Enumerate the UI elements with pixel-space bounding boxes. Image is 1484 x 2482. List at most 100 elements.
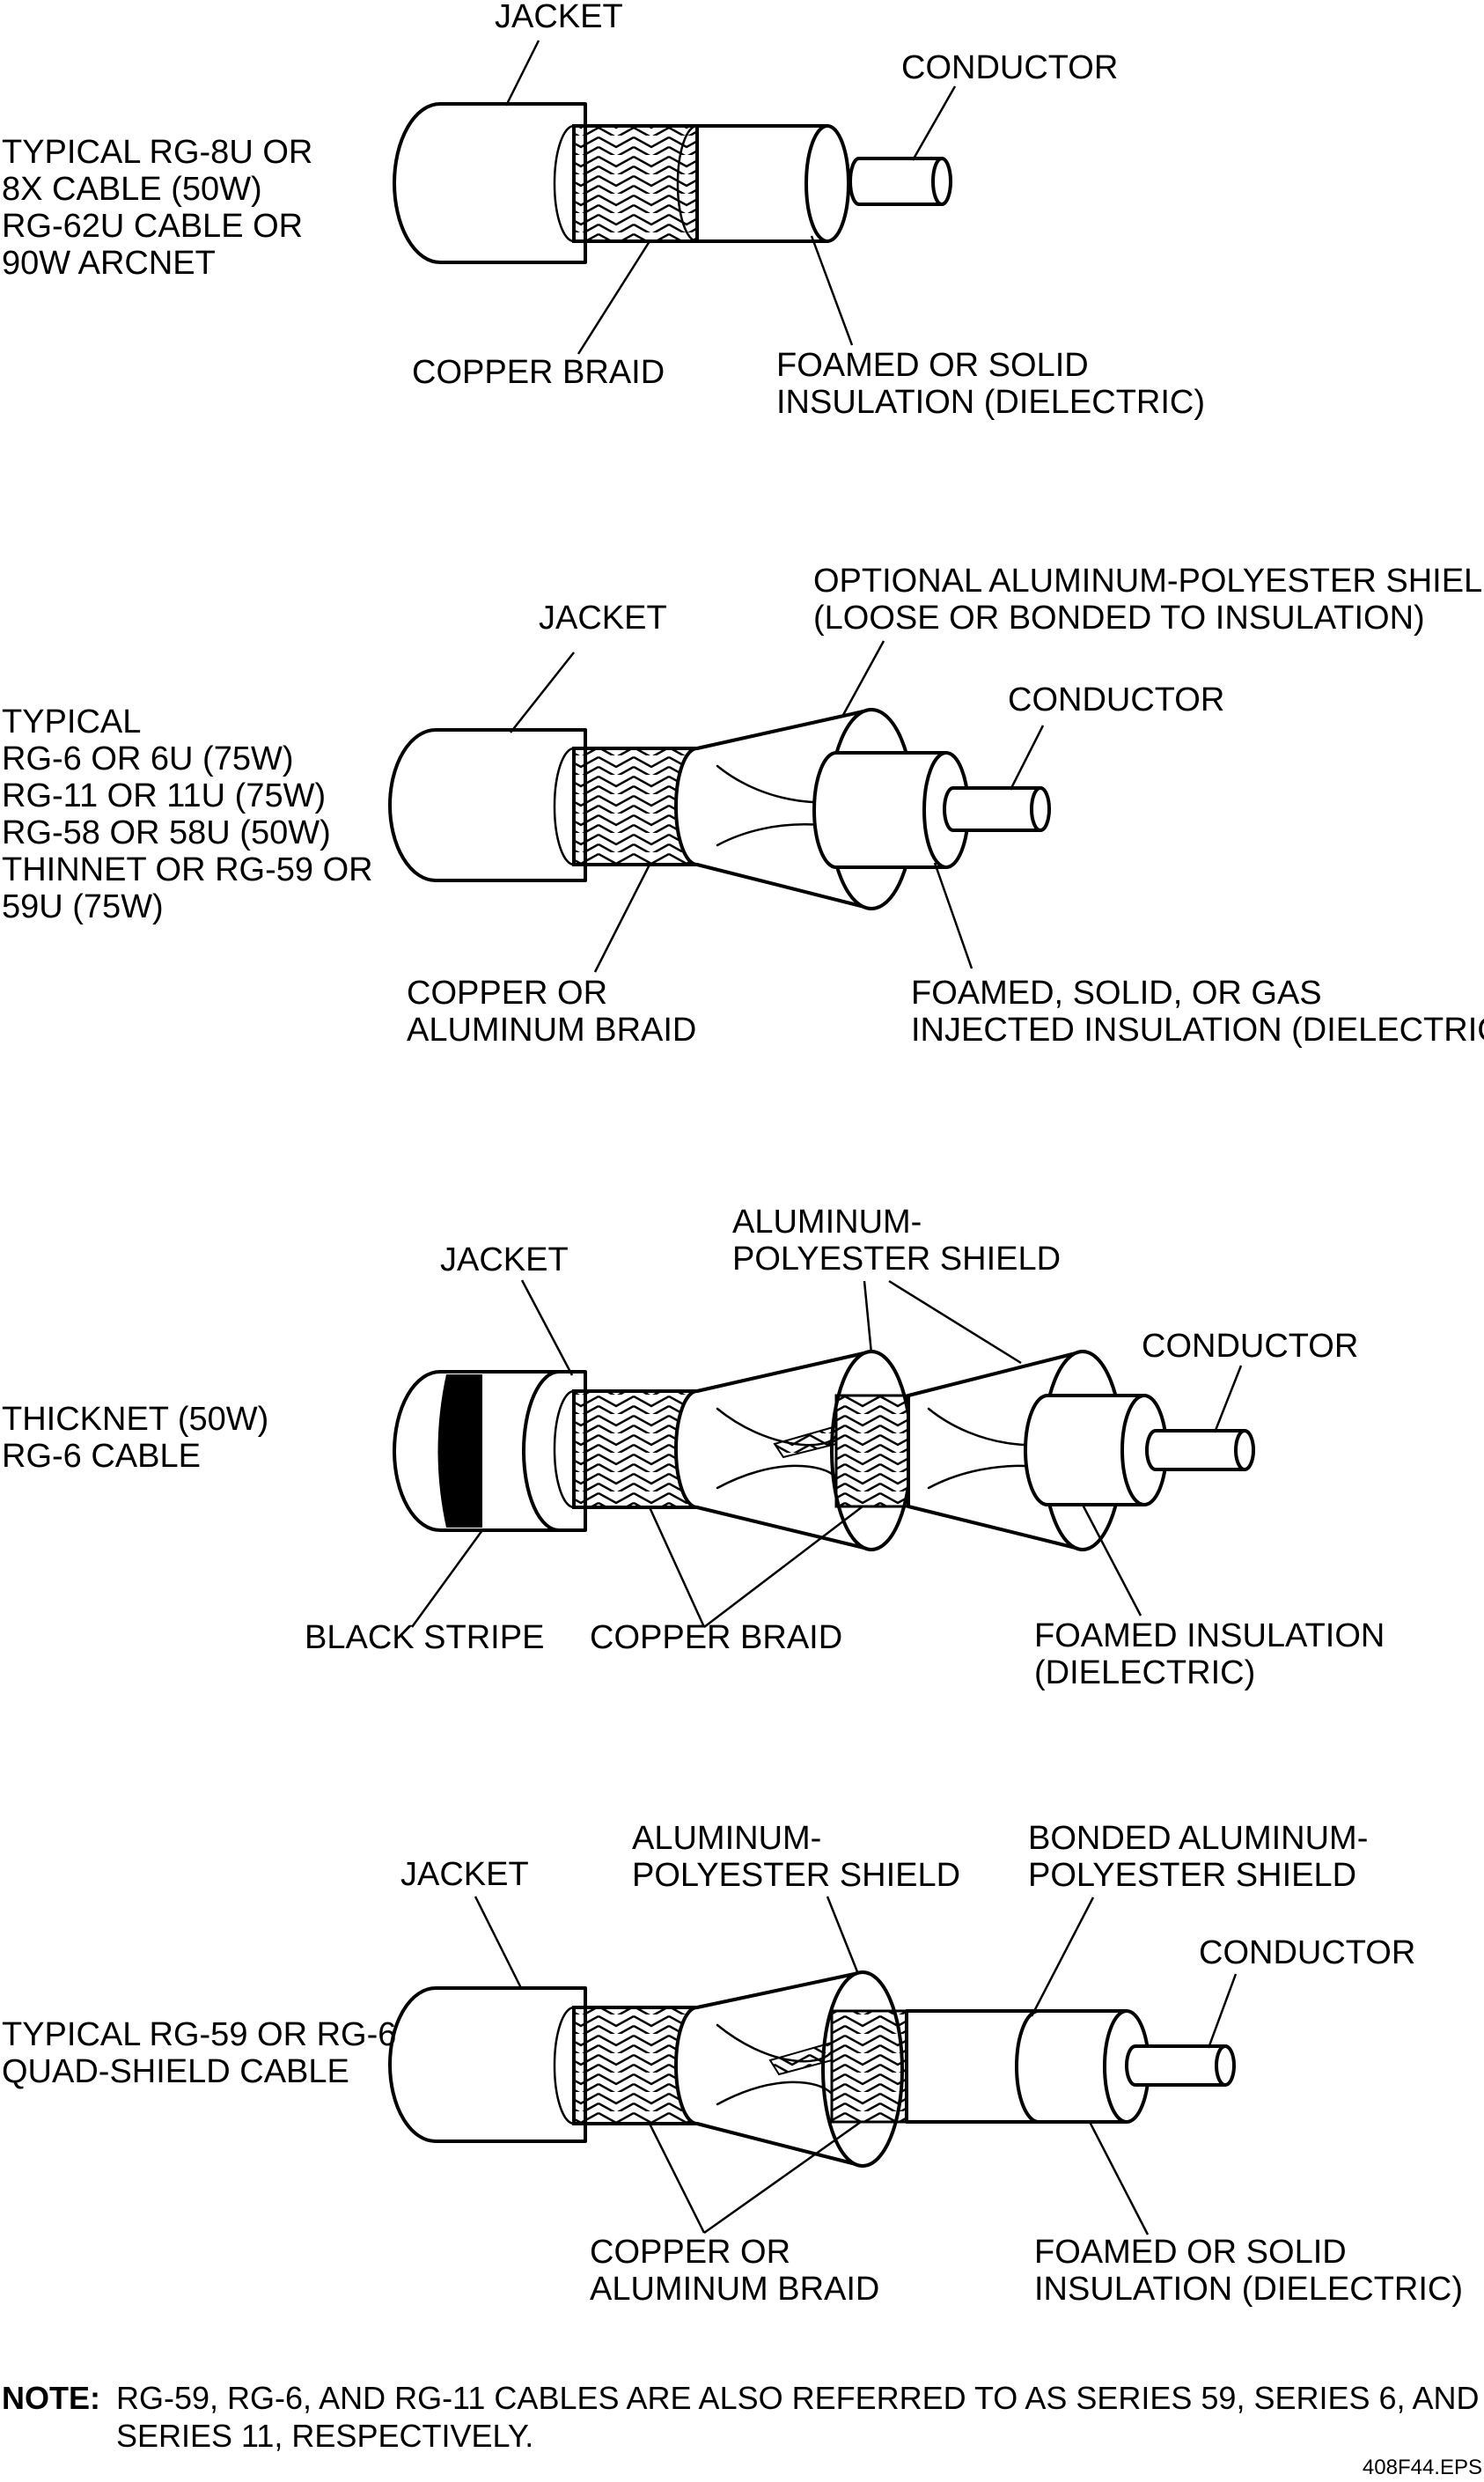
cable-1-braid-label: COPPER BRAID (412, 354, 665, 391)
cable-2-insulation-label-line-1: FOAMED, SOLID, OR GAS (911, 975, 1322, 1012)
cable-4-shield-label-line-1: ALUMINUM- (632, 1820, 821, 1857)
braid-shape (572, 124, 699, 243)
cable-1-jacket-label: JACKET (495, 0, 623, 35)
cable-2-shield-label: OPTIONAL ALUMINUM-POLYESTER SHIELD (LOOSE… (813, 563, 1484, 637)
cable-4-leaders (474, 1896, 1238, 2235)
shield-cone-shape (674, 708, 873, 910)
cable-3-shield-label-line-1: ALUMINUM- (732, 1204, 922, 1241)
cable-3-insulation-label-line-1: FOAMED INSULATION (1034, 1617, 1385, 1654)
black-stripe-shape (437, 1374, 482, 1528)
cable-3-insulation-label-line-2: (DIELECTRIC) (1034, 1654, 1255, 1691)
cable-2-insulation-label: FOAMED, SOLID, OR GAS INJECTED INSULATION… (911, 975, 1484, 1049)
cable-1-leaders (504, 40, 957, 355)
cable-2-braid-label-line-2: ALUMINUM BRAID (407, 1012, 696, 1049)
cable-3-conductor-label: CONDUCTOR (1142, 1328, 1358, 1365)
cable-3-insulation-label: FOAMED INSULATION (DIELECTRIC) (1034, 1617, 1385, 1691)
cable-4-shield-label: ALUMINUM-POLYESTER SHIELD (632, 1820, 960, 1894)
braid-shape (572, 747, 699, 866)
cable-1-description: TYPICAL RG-8U OR 8X CABLE (50W) RG-62U CAB… (2, 134, 312, 282)
cable-1-braid-label-line-1: COPPER BRAID (412, 354, 665, 391)
note-label: NOTE: (2, 2380, 100, 2416)
file-id: 408F44.EPS (1363, 2456, 1482, 2479)
cable-1-conductor-label: CONDUCTOR (901, 49, 1118, 86)
cable-1-jacket-label-line-1: JACKET (495, 0, 623, 35)
cable-4-conductor-label: CONDUCTOR (1199, 1934, 1415, 1971)
cable-4-description-line-1: TYPICAL RG-59 OR RG-6 (2, 2016, 396, 2053)
insulation-shape (695, 124, 850, 243)
note-text: RG-59, RG-6, AND RG-11 CABLES ARE ALSO R… (116, 2380, 1480, 2454)
cable-2-shield-label-line-2: (LOOSE OR BONDED TO INSULATION) (813, 600, 1425, 637)
cable-1-description-line-3: RG-62U CABLE OR (2, 208, 303, 245)
cable-3-shield-label: ALUMINUM-POLYESTER SHIELD (732, 1204, 1061, 1278)
cable-2-description-line-5: THINNET OR RG-59 OR (2, 851, 373, 888)
cable-2-description-line-6: 59U (75W) (2, 888, 164, 925)
jacket-shape (393, 102, 587, 264)
cable-4-insulation-label-line-1: FOAMED OR SOLID (1034, 2234, 1347, 2271)
shield-cone-1 (674, 1350, 873, 1551)
cable-3-shield-label-line-2: POLYESTER SHIELD (732, 1241, 1061, 1278)
cable-1-illustration (393, 102, 952, 264)
cable-3-braid-label: COPPER BRAID (590, 1619, 842, 1656)
cable-2-braid-label-line-1: COPPER OR (407, 975, 607, 1012)
cable-3-stripe-label-line-1: BLACK STRIPE (305, 1619, 544, 1656)
cable-3-description: THICKNET (50W) RG-6 CABLE (2, 1401, 268, 1475)
cable-4-conductor-label-line-1: CONDUCTOR (1199, 1934, 1415, 1971)
cable-4-insulation-label-line-2: INSULATION (DIELECTRIC) (1034, 2271, 1463, 2308)
note-text-line-2: SERIES 11, RESPECTIVELY. (116, 2418, 533, 2454)
cable-2-braid-label: COPPER OR ALUMINUM BRAID (407, 975, 696, 1049)
cable-4-braid-label-line-1: COPPER OR (590, 2234, 790, 2271)
cable-2-leaders (510, 640, 1045, 973)
cable-1-labels: TYPICAL RG-8U OR 8X CABLE (50W) RG-62U CAB… (2, 0, 1205, 421)
cable-3-jacket-label-line-1: JACKET (440, 1241, 569, 1278)
cable-4-illustration (388, 1970, 1236, 2168)
note: NOTE: RG-59, RG-6, AND RG-11 CABLES ARE … (2, 2380, 1480, 2454)
cable-1-insulation-label-line-2: INSULATION (DIELECTRIC) (776, 384, 1205, 421)
cable-1-conductor-label-line-1: CONDUCTOR (901, 49, 1118, 86)
cable-3-illustration (393, 1350, 1255, 1551)
cable-3-leaders (410, 1279, 1243, 1628)
cable-2-conductor-label-line-1: CONDUCTOR (1008, 681, 1224, 718)
cable-3-stripe-label: BLACK STRIPE (305, 1619, 544, 1656)
cable-3-conductor-label-line-1: CONDUCTOR (1142, 1328, 1358, 1365)
cable-3-jacket-label: JACKET (440, 1241, 569, 1278)
cable-1-description-line-2: 8X CABLE (50W) (2, 171, 262, 208)
cable-1-description-line-1: TYPICAL RG-8U OR (2, 134, 312, 171)
cable-2-conductor-label: CONDUCTOR (1008, 681, 1224, 718)
cable-2-jacket-label: JACKET (539, 600, 667, 637)
cable-4-bonded-shield-label-line-2: POLYESTER SHIELD (1028, 1857, 1356, 1894)
cable-2-description-line-2: RG-6 OR 6U (75W) (2, 740, 293, 777)
cable-4-bonded-shield-label: BONDED ALUMINUM-POLYESTER SHIELD (1028, 1820, 1368, 1894)
cable-2-description: TYPICAL RG-6 OR 6U (75W) RG-11 OR 11U (75W… (2, 703, 373, 925)
cable-4-jacket-label-line-1: JACKET (400, 1856, 529, 1893)
cable-4-braid-label: COPPER OR ALUMINUM BRAID (590, 2234, 879, 2308)
cable-3-description-line-2: RG-6 CABLE (2, 1438, 201, 1475)
cable-4-insulation-label: FOAMED OR SOLID INSULATION (DIELECTRIC) (1034, 2234, 1463, 2308)
cable-2-illustration (388, 708, 1051, 910)
jacket-shape (388, 728, 587, 882)
cable-4-description: TYPICAL RG-59 OR RG-6 QUAD-SHIELD CABLE (2, 2016, 396, 2090)
cable-4-description-line-2: QUAD-SHIELD CABLE (2, 2053, 349, 2090)
cable-1-insulation-label: FOAMED OR SOLID INSULATION (DIELECTRIC) (776, 347, 1205, 421)
braid-2-shape (834, 1394, 910, 1508)
shield-cone-shape (674, 1970, 864, 2168)
cable-2-jacket-label-line-1: JACKET (539, 600, 667, 637)
cable-2-labels: TYPICAL RG-6 OR 6U (75W) RG-11 OR 11U (75W… (2, 563, 1484, 1049)
note-text-line-1: RG-59, RG-6, AND RG-11 CABLES ARE ALSO R… (116, 2380, 1480, 2416)
cable-3-labels: THICKNET (50W) RG-6 CABLE JACKET ALUMINUM… (2, 1204, 1385, 1691)
cable-4-braid-label-line-2: ALUMINUM BRAID (590, 2271, 879, 2308)
cable-4-shield-label-line-2: POLYESTER SHIELD (632, 1857, 960, 1894)
jacket-shape (393, 1370, 587, 1532)
cable-4-labels: TYPICAL RG-59 OR RG-6 QUAD-SHIELD CABLE J… (2, 1820, 1463, 2308)
cable-3-description-line-1: THICKNET (50W) (2, 1401, 268, 1438)
cable-2-insulation-label-line-2: INJECTED INSULATION (DIELECTRIC) (911, 1012, 1484, 1049)
braid-2-shape (830, 2009, 908, 2124)
cable-4-jacket-label: JACKET (400, 1856, 529, 1893)
cable-2-description-line-4: RG-58 OR 58U (50W) (2, 814, 331, 851)
cable-3-braid-label-line-1: COPPER BRAID (590, 1619, 842, 1656)
cable-1-insulation-label-line-1: FOAMED OR SOLID (776, 347, 1089, 384)
cable-2-shield-label-line-1: OPTIONAL ALUMINUM-POLYESTER SHIELD (813, 563, 1484, 600)
cable-2-description-line-1: TYPICAL (2, 703, 141, 740)
cable-2-description-line-3: RG-11 OR 11U (75W) (2, 777, 326, 814)
jacket-shape (388, 1986, 587, 2143)
